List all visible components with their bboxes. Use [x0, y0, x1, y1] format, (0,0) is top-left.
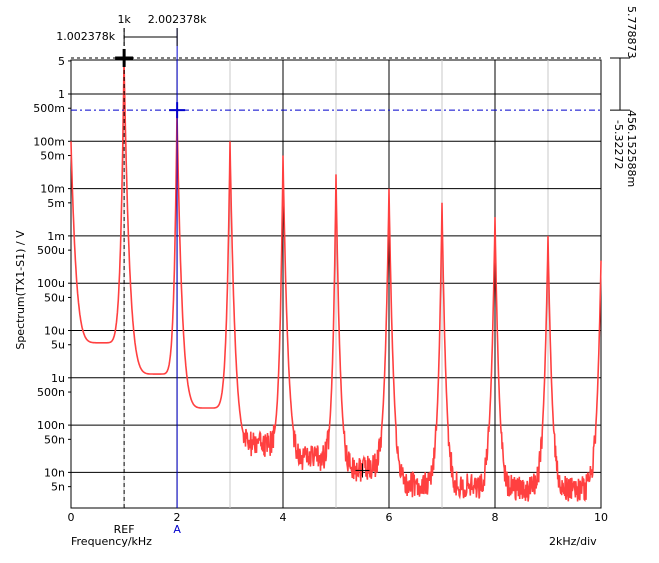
x-tick-label-0: 0 [68, 511, 75, 524]
y-tick-label-0: 5 [58, 55, 65, 68]
y-tick-label-5: 10m [40, 183, 65, 196]
x-tick-label-3: 6 [386, 511, 393, 524]
a-y-label: 456.152588m [625, 110, 638, 187]
x-tick-label-2: 4 [280, 511, 287, 524]
y-tick-labels: 51500m100m50m10m5m1m500u100u50u10u5u1u50… [33, 55, 71, 494]
y-tick-label-7: 1m [47, 230, 65, 243]
delta-x-label: 1k [117, 13, 131, 26]
y-tick-label-9: 100u [37, 277, 65, 290]
spectrum-line [70, 59, 602, 503]
y-axis-label: Spectrum(TX1-S1) / V [14, 230, 27, 350]
y-tick-label-6: 5m [47, 197, 65, 210]
x-axis-label: Frequency/kHz [71, 535, 152, 548]
y-tick-label-3: 100m [33, 135, 65, 148]
y-tick-label-17: 10n [44, 466, 65, 479]
x-tick-labels: 0 2 4 6 8 10 [68, 511, 609, 524]
y-tick-label-13: 1u [51, 372, 65, 385]
a-cursor-label: A [173, 523, 181, 536]
y-tick-label-11: 10u [44, 325, 65, 338]
y-tick-label-8: 500u [37, 244, 65, 257]
grid [70, 59, 602, 509]
y-tick-label-2: 500m [33, 102, 65, 115]
ref-y-label: 5.778873 [625, 6, 638, 59]
y-tick-label-12: 5u [51, 339, 65, 352]
x-scale-label: 2kHz/div [549, 535, 597, 548]
y-tick-label-14: 500n [37, 386, 65, 399]
ref-x-label: 1.002378k [56, 30, 115, 43]
x-tick-label-4: 8 [492, 511, 499, 524]
x-tick-label-5: 10 [594, 511, 608, 524]
a-x-label: 2.002378k [148, 13, 207, 26]
y-tick-label-4: 50m [40, 150, 65, 163]
y-tick-label-18: 5n [51, 481, 65, 494]
delta-y-label: -5.32272 [612, 120, 625, 169]
y-tick-label-1: 1 [58, 88, 65, 101]
ref-cursor-label: REF [114, 523, 135, 536]
y-tick-label-16: 50n [44, 433, 65, 446]
cursor-group[interactable]: 1k 2.002378k 1.002378k REF A 5.778873 456.1525… [56, 6, 638, 536]
y-tick-label-15: 100n [37, 419, 65, 432]
x-tick-label-1: 2 [174, 511, 181, 524]
y-tick-label-10: 50u [44, 291, 65, 304]
series-group [70, 59, 602, 503]
